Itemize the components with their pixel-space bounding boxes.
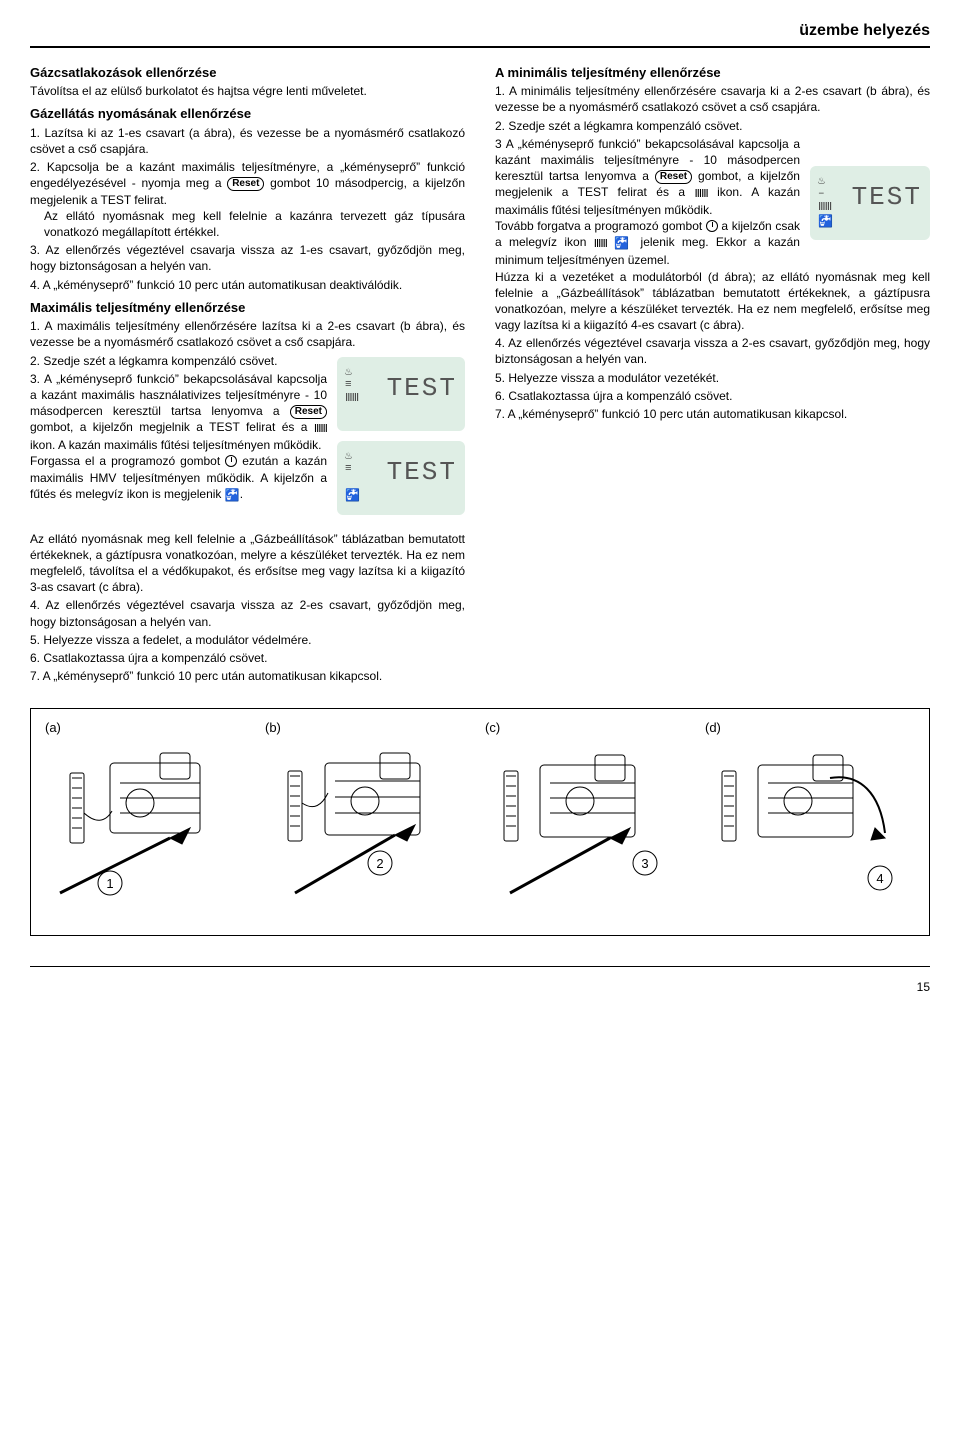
fig-b-num: 2 (376, 856, 383, 871)
right-r6: 6. Csatlakoztassa újra a kompenzáló csöv… (495, 388, 930, 404)
tap-icon: 🚰 (225, 488, 240, 502)
left-m3a: 3. A „kéményseprő funkció” bekapcsolásáv… (30, 372, 327, 418)
radiator-icon: ⅢⅢ (314, 422, 327, 437)
left-h1: Gázcsatlakozások ellenőrzése (30, 64, 465, 82)
figure-b: (b) 2 (265, 719, 475, 917)
fig-a-svg: 1 (45, 743, 255, 913)
content-columns: Gázcsatlakozások ellenőrzése Távolítsa e… (30, 58, 930, 687)
lcd-pair: ♨ ≡ ⅢⅢ TEST ♨ ≡ 🚰 TEST (337, 357, 465, 525)
fig-c-label: (c) (485, 719, 695, 737)
left-m3f: . (240, 487, 243, 501)
fig-c-num: 3 (641, 856, 648, 871)
left-m6: 6. Csatlakoztassa újra a kompenzáló csöv… (30, 650, 465, 666)
figures-row: (a) 1 (b) (30, 708, 930, 936)
radiator-icon: ⅢⅢ (594, 237, 607, 252)
left-m3b: gombot, a kijelzőn megjelnik a TEST feli… (30, 420, 314, 434)
right-h1: A minimális teljesítmény ellenőrzése (495, 64, 930, 82)
figure-a: (a) 1 (45, 719, 255, 917)
left-p-after: Az ellátó nyomásnak meg kell felelnie a … (30, 531, 465, 596)
lcd-display-1: ♨ ≡ ⅢⅢ TEST (337, 357, 465, 431)
left-m1: 1. A maximális teljesítmény ellenőrzésér… (30, 318, 465, 350)
left-h3: Maximális teljesítmény ellenőrzése (30, 299, 465, 317)
left-m3-wrap: ♨ ≡ ⅢⅢ TEST ♨ ≡ 🚰 TEST 2. Szedje szét a … (30, 353, 465, 531)
right-column: A minimális teljesítmény ellenőrzése 1. … (495, 58, 930, 687)
fig-c-svg: 3 (485, 743, 695, 913)
left-n2: 2. Kapcsolja be a kazánt maximális telje… (30, 159, 465, 240)
left-n1: 1. Lazítsa ki az 1-es csavart (a ábra), … (30, 125, 465, 157)
fig-b-svg: 2 (265, 743, 475, 913)
lcd3-text: TEST (852, 180, 922, 215)
lcd2-text: TEST (387, 455, 457, 490)
lcd3-icons: ♨ – ⅢⅢ 🚰 (818, 174, 833, 230)
left-m3d: Forgassa el a programozó gombot (30, 454, 225, 468)
left-m4: 4. Az ellenőrzés végeztével csavarja vis… (30, 597, 465, 629)
radiator-icon: ⅢⅢ (345, 393, 358, 406)
right-r4: 4. Az ellenőrzés végeztével csavarja vis… (495, 335, 930, 367)
right-r3d: Tovább forgatva a programozó gombot (495, 219, 706, 233)
left-column: Gázcsatlakozások ellenőrzése Távolítsa e… (30, 58, 465, 687)
right-r7: 7. A „kéményseprő” funkció 10 perc után … (495, 406, 930, 422)
flame-icon: ♨ (345, 449, 352, 463)
tap-icon: 🚰 (818, 215, 833, 229)
lcd1-text: TEST (387, 371, 457, 406)
fig-b-label: (b) (265, 719, 475, 737)
fig-d-svg: 4 (705, 743, 915, 913)
lcd1-icons: ♨ ≡ ⅢⅢ (345, 365, 358, 407)
left-m3c: ikon. A kazán maximális fűtési teljesítm… (30, 438, 321, 452)
fig-a-label: (a) (45, 719, 255, 737)
left-m7: 7. A „kéményseprő” funkció 10 perc után … (30, 668, 465, 684)
knob-icon (225, 455, 237, 467)
figure-d: (d) 4 (705, 719, 915, 917)
right-r3g: Húzza ki a vezetéket a modulátorból (d á… (495, 270, 930, 333)
right-r2: 2. Szedje szét a légkamra kompenzáló csö… (495, 118, 930, 134)
page-number: 15 (917, 979, 930, 995)
reset-icon: Reset (655, 170, 692, 184)
flame-icon: ♨ (818, 174, 825, 188)
flame-icon: ♨ (345, 365, 352, 379)
radiator-icon: ⅢⅢ (695, 187, 708, 202)
page-header: üzembe helyezés (30, 20, 930, 48)
reset-icon: Reset (227, 177, 264, 191)
footer-rule (30, 966, 930, 967)
right-r1: 1. A minimális teljesítmény ellenőrzésér… (495, 83, 930, 115)
left-h2: Gázellátás nyomásának ellenőrzése (30, 105, 465, 123)
radiator-icon: ⅢⅢ (818, 202, 831, 215)
fig-a-num: 1 (106, 876, 113, 891)
left-n2c: Az ellátó nyomásnak meg kell felelnie a … (30, 208, 465, 240)
reset-icon: Reset (290, 405, 327, 419)
lcd-display-3: ♨ – ⅢⅢ 🚰 TEST (810, 166, 930, 240)
left-p1: Távolítsa el az elülső burkolatot és haj… (30, 83, 465, 99)
tap-icon: 🚰 (345, 489, 360, 503)
fig-d-num: 4 (876, 871, 883, 886)
fig-d-label: (d) (705, 719, 915, 737)
tap-icon: 🚰 (614, 236, 633, 250)
lcd2-icons: ♨ ≡ 🚰 (345, 449, 360, 504)
lcd-display-2: ♨ ≡ 🚰 TEST (337, 441, 465, 515)
right-r3-wrap: ♨ – ⅢⅢ 🚰 TEST 3 A „kéményseprő funkció” … (495, 136, 930, 336)
left-m5: 5. Helyezze vissza a fedelet, a moduláto… (30, 632, 465, 648)
figure-c: (c) 3 (485, 719, 695, 917)
right-r5: 5. Helyezze vissza a modulátor vezetékét… (495, 370, 930, 386)
knob-icon (706, 220, 718, 232)
left-n4: 4. A „kéményseprő” funkció 10 perc után … (30, 277, 465, 293)
left-n3: 3. Az ellenőrzés végeztével csavarja vis… (30, 242, 465, 274)
